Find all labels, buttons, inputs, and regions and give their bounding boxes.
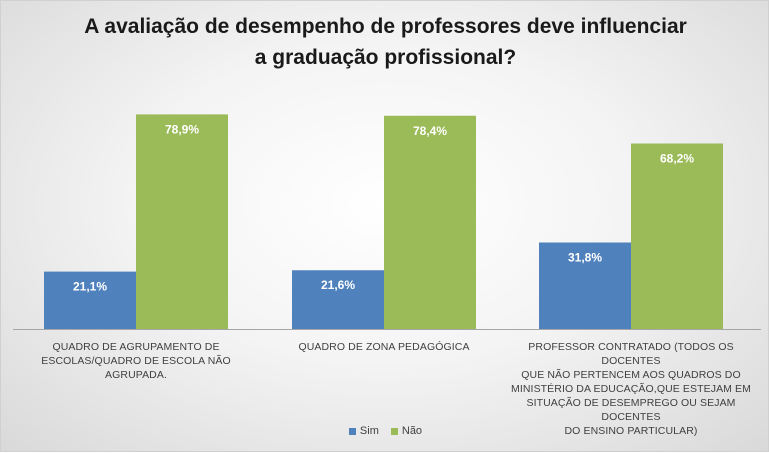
data-label-sim-0: 21,1% bbox=[73, 280, 107, 294]
bar-nao-2 bbox=[631, 143, 723, 329]
category-label-2: PROFESSOR CONTRATADO (TODOS OS DOCENTES Q… bbox=[506, 340, 756, 438]
category-label-0: QUADRO DE AGRUPAMENTO DE ESCOLAS/QUADRO D… bbox=[11, 340, 261, 382]
bar-nao-1 bbox=[384, 115, 476, 329]
bar-sim-2 bbox=[539, 242, 631, 329]
category-label-line: DO ENSINO PARTICULAR) bbox=[564, 425, 698, 437]
legend-swatch-nao bbox=[390, 427, 398, 435]
data-label-sim-2: 31,8% bbox=[568, 251, 602, 265]
data-label-nao-1: 78,4% bbox=[413, 124, 447, 138]
bar-sim-1 bbox=[292, 270, 384, 329]
category-label-line: QUADRO DE ZONA PEDAGÓGICA bbox=[298, 341, 470, 353]
category-label-1: QUADRO DE ZONA PEDAGÓGICA bbox=[259, 340, 509, 354]
legend-label-sim: Sim bbox=[359, 425, 379, 437]
legend-item-nao: Não bbox=[390, 425, 423, 437]
category-label-line: ESCOLAS/QUADRO DE ESCOLA NÃO AGRUPADA. bbox=[41, 355, 231, 381]
category-label-line: QUE NÃO PERTENCEM AOS QUADROS DO bbox=[521, 369, 741, 381]
data-label-sim-1: 21,6% bbox=[321, 278, 355, 292]
category-label-line: MINISTÉRIO DA EDUCAÇÃO,QUE ESTEJAM EM bbox=[511, 383, 751, 395]
bar-nao-0 bbox=[136, 114, 228, 329]
chart-title-line-1: A avaliação de desempenho de professores… bbox=[84, 15, 687, 38]
category-label-line: PROFESSOR CONTRATADO (TODOS OS DOCENTES bbox=[528, 341, 734, 367]
bar-sim-0 bbox=[44, 271, 136, 329]
legend-item-sim: Sim bbox=[348, 425, 379, 437]
category-label-line: QUADRO DE AGRUPAMENTO DE bbox=[52, 341, 220, 353]
legend: Sim Não bbox=[1, 425, 769, 437]
legend-swatch-sim bbox=[348, 427, 356, 435]
category-label-line: SITUAÇÃO DE DESEMPREGO OU SEJAM DOCENTES bbox=[526, 397, 736, 423]
chart-title-line-2: a graduação profissional? bbox=[254, 46, 517, 69]
data-label-nao-0: 78,9% bbox=[165, 122, 199, 136]
legend-label-nao: Não bbox=[401, 425, 423, 437]
chart-title: A avaliação de desempenho de professores… bbox=[1, 11, 769, 73]
data-label-nao-2: 68,2% bbox=[660, 151, 694, 165]
